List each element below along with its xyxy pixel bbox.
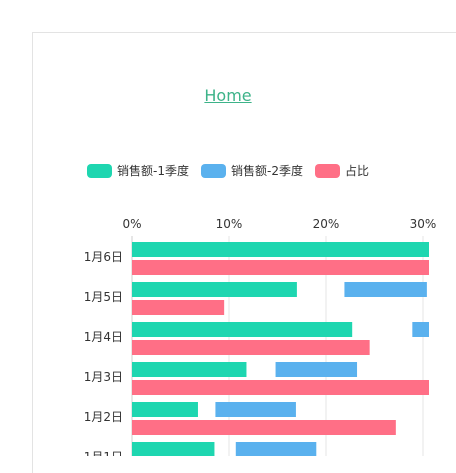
bar[interactable] xyxy=(132,402,198,417)
x-tick-label: 20% xyxy=(313,217,340,231)
bar[interactable] xyxy=(235,442,317,456)
chart-legend: 销售额-1季度 销售额-2季度 占比 xyxy=(0,162,456,179)
legend-label-sales-q1: 销售额-1季度 xyxy=(117,164,189,178)
category-label: 1月1日 xyxy=(84,450,123,456)
bar[interactable] xyxy=(132,380,429,395)
category-label: 1月5日 xyxy=(84,290,123,304)
legend-swatch-sales-q1 xyxy=(87,163,113,178)
bar[interactable] xyxy=(132,442,215,456)
category-label: 1月2日 xyxy=(84,410,123,424)
legend-label-sales-q2: 销售额-2季度 xyxy=(230,164,303,178)
bar[interactable] xyxy=(132,260,429,275)
x-tick-label: 10% xyxy=(216,217,243,231)
bar[interactable] xyxy=(344,282,427,297)
category-label: 1月3日 xyxy=(84,370,123,384)
bar[interactable] xyxy=(132,322,353,337)
legend-item-ratio[interactable]: 占比 xyxy=(314,162,369,179)
x-tick-label: 30% xyxy=(410,217,437,231)
legend-item-sales-q1[interactable]: 销售额-1季度 xyxy=(87,162,189,179)
bar-chart: 0% 10% 20% 30% 1月6日 1月5日 1月4日 1月3日 1月2日 1月1日 xyxy=(84,217,437,456)
bar[interactable] xyxy=(132,420,396,435)
legend-item-sales-q2[interactable]: 销售额-2季度 xyxy=(200,162,303,179)
bar[interactable] xyxy=(132,300,225,315)
bar[interactable] xyxy=(412,322,429,337)
x-tick-label: 0% xyxy=(122,217,141,231)
legend-swatch-sales-q2 xyxy=(200,163,226,178)
bar[interactable] xyxy=(132,282,297,297)
bar[interactable] xyxy=(132,242,429,257)
bar[interactable] xyxy=(132,340,370,355)
home-link[interactable]: Home xyxy=(204,86,252,105)
bar[interactable] xyxy=(275,362,358,377)
legend-swatch-ratio xyxy=(314,163,340,178)
bar[interactable] xyxy=(132,362,247,377)
bar[interactable] xyxy=(215,402,296,417)
legend-label-ratio: 占比 xyxy=(344,164,369,178)
category-label: 1月4日 xyxy=(84,330,123,344)
category-label: 1月6日 xyxy=(84,250,123,264)
